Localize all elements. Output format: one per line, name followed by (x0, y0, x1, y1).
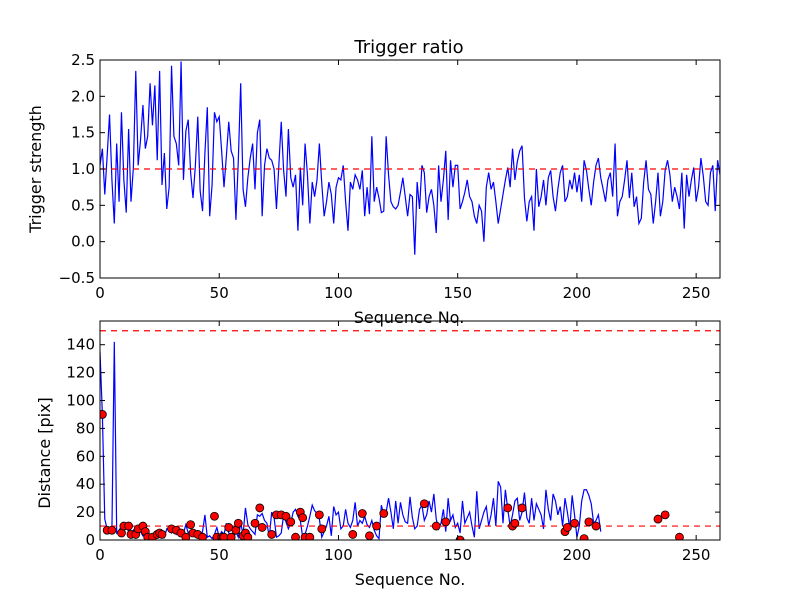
y-tick-label: 60 (76, 447, 95, 465)
data-point-marker (198, 532, 207, 540)
data-point-marker (181, 532, 191, 540)
data-point-marker (660, 510, 670, 520)
data-point-marker (107, 525, 117, 535)
distance-plot: Distance [pix] Sequence No. 0 50 100 150 200… (35, 320, 721, 589)
data-point-marker (210, 511, 219, 521)
x-tick-label: 50 (210, 284, 229, 302)
data-point-marker (379, 509, 389, 518)
x-tick-label: 0 (95, 546, 105, 564)
y-tick-label: −0.5 (59, 269, 95, 287)
y-axis-label-bottom: Distance [pix] (35, 397, 54, 509)
y-tick-label: 0.0 (71, 233, 95, 251)
data-point-marker (372, 521, 382, 531)
data-point-marker (510, 518, 520, 528)
data-point-marker (124, 521, 134, 531)
x-tick-label: 100 (324, 284, 353, 302)
data-point-marker (226, 532, 236, 540)
y-tick-label: 0 (85, 531, 95, 549)
data-point-marker (317, 524, 327, 534)
data-point-marker (257, 523, 267, 532)
data-point-marker (675, 532, 684, 540)
data-point-marker (348, 530, 358, 539)
data-point-marker (243, 532, 253, 540)
x-tick-label: 0 (95, 284, 105, 302)
data-point-marker (419, 499, 429, 509)
y-tick-label: 1.0 (71, 160, 95, 178)
chart-title: Trigger ratio (353, 37, 463, 58)
data-point-marker (441, 517, 451, 527)
y-tick-label: 0.5 (71, 196, 95, 214)
data-point-marker (517, 503, 527, 513)
data-point-marker (186, 520, 196, 530)
y-tick-label: 120 (66, 364, 95, 382)
y-tick-label: 100 (66, 392, 95, 410)
y-tick-label: 2.0 (71, 87, 95, 105)
data-point-marker (233, 518, 243, 528)
data-point-marker (267, 530, 277, 539)
data-point-marker (100, 410, 107, 419)
data-point-marker (157, 530, 167, 539)
x-tick-label: 200 (563, 546, 592, 564)
data-point-marker (365, 531, 374, 540)
axes-frame (99, 320, 721, 541)
x-tick-label: 200 (563, 284, 592, 302)
x-tick-label: 50 (210, 546, 229, 564)
series-line-trigger-strength (100, 61, 720, 255)
data-point-marker (591, 521, 601, 531)
data-point-marker (281, 511, 291, 521)
data-point-marker (584, 517, 594, 527)
data-point-marker (305, 532, 315, 540)
y-tick-label: 140 (66, 336, 95, 354)
data-point-marker (291, 532, 300, 540)
data-point-marker (357, 509, 367, 518)
x-tick-label: 250 (682, 284, 711, 302)
x-axis-label-bottom: Sequence No. (355, 570, 466, 589)
data-point-marker (314, 510, 324, 520)
x-axis-label-top: Sequence No. (354, 308, 465, 327)
data-point-marker (250, 518, 260, 528)
y-axis-label-top: Trigger strength (26, 105, 45, 234)
data-point-marker (653, 514, 663, 524)
data-point-marker (503, 503, 513, 513)
y-tick-label: 80 (76, 419, 95, 437)
data-point-marker (431, 521, 441, 531)
x-tick-label: 250 (682, 546, 711, 564)
data-point-marker (255, 503, 265, 513)
y-tick-label: 1.5 (71, 124, 95, 142)
y-tick-label: 2.5 (71, 51, 95, 69)
data-point-marker (286, 517, 296, 527)
x-tick-label: 100 (324, 546, 353, 564)
y-tick-label: 20 (76, 503, 95, 521)
data-point-marker (562, 523, 572, 532)
data-point-marker (579, 534, 589, 540)
data-point-marker (298, 513, 308, 523)
y-tick-label: 40 (76, 475, 95, 493)
trigger-ratio-plot: Trigger ratio Trigger strength Sequence … (26, 37, 721, 327)
x-tick-label: 150 (443, 284, 472, 302)
data-point-marker (570, 518, 579, 528)
x-tick-label: 150 (443, 546, 472, 564)
